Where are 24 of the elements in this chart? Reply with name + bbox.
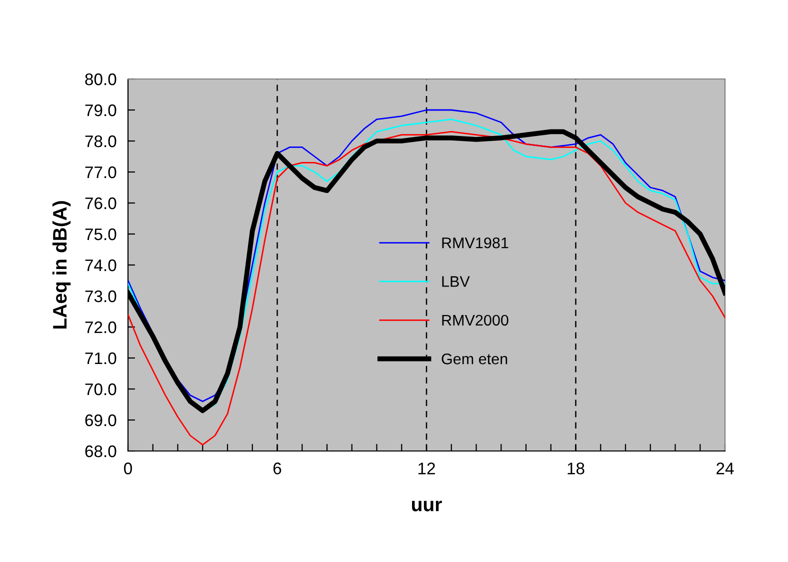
y-tick-label: 76.0 [85,197,116,210]
y-tick-label: 80.0 [85,73,116,86]
legend-label: RMV2000 [442,314,508,326]
y-tick-label: 77.0 [85,166,116,178]
y-tick-label: 68.0 [85,445,116,458]
x-tick-label: 6 [273,462,282,474]
x-tick-label: 12 [418,462,435,474]
x-axis-title: uur [412,500,442,512]
y-tick-label: 79.0 [85,104,116,116]
y-tick-label: 70.0 [85,383,116,396]
y-tick-label: 69.0 [85,414,116,426]
x-tick-label: 0 [124,462,132,474]
legend-label: Gem eten [442,354,508,364]
y-tick-label: 74.0 [85,259,116,272]
y-tick-label: 73.0 [85,290,116,302]
y-tick-label: 75.0 [85,228,116,240]
legend-label: RMV1981 [442,237,508,248]
x-tick-label: 24 [716,462,734,474]
y-tick-label: 78.0 [85,135,116,148]
y-tick-label: 71.0 [85,352,116,364]
y-axis-title: LAeq in dB(A) [52,201,71,328]
x-tick-label: 18 [568,462,584,474]
legend-label: LBV [442,276,470,287]
y-tick-label: 72.0 [85,321,116,334]
